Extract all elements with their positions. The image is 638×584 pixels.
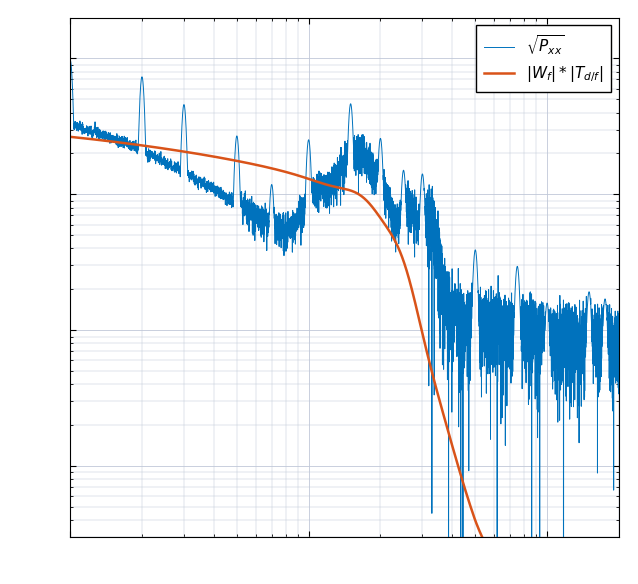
$|W_f| * |T_{d/f}|$ (94, 136, 101, 143)
$\sqrt{P_{xx}}$ (391, 218, 399, 225)
$\sqrt{P_{xx}}$ (473, 262, 481, 269)
$|W_f| * |T_{d/f}|$ (415, 314, 422, 321)
$|W_f| * |T_{d/f}|$ (66, 133, 74, 140)
$\sqrt{P_{xx}}$ (615, 337, 623, 344)
$\sqrt{P_{xx}}$ (415, 219, 422, 226)
$|W_f| * |T_{d/f}|$ (265, 164, 272, 171)
Line: $\sqrt{P_{xx}}$: $\sqrt{P_{xx}}$ (70, 60, 619, 584)
Legend: $\sqrt{P_{xx}}$, $|W_f| * |T_{d/f}|$: $\sqrt{P_{xx}}$, $|W_f| * |T_{d/f}|$ (476, 25, 611, 92)
$\sqrt{P_{xx}}$ (503, 324, 510, 331)
$\sqrt{P_{xx}}$ (94, 127, 101, 134)
$|W_f| * |T_{d/f}|$ (502, 565, 510, 572)
Line: $|W_f| * |T_{d/f}|$: $|W_f| * |T_{d/f}|$ (70, 137, 619, 578)
$|W_f| * |T_{d/f}|$ (615, 575, 623, 582)
$|W_f| * |T_{d/f}|$ (391, 237, 399, 244)
$\sqrt{P_{xx}}$ (66, 57, 74, 64)
$\sqrt{P_{xx}}$ (265, 224, 272, 231)
$|W_f| * |T_{d/f}|$ (473, 522, 481, 529)
